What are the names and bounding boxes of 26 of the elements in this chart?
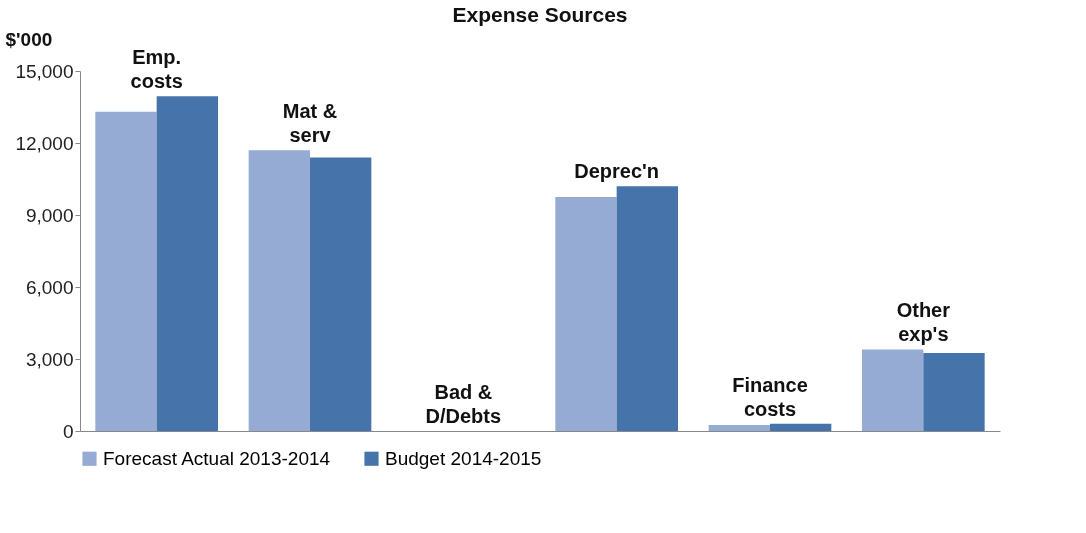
y-tick-label: 3,000: [25, 348, 74, 370]
legend-label: Forecast Actual 2013-2014: [103, 447, 331, 469]
y-tick-label: 0: [62, 420, 74, 442]
y-tick-label: 6,000: [25, 276, 74, 298]
category-label: Mat & serv: [282, 100, 338, 147]
category-label: Other exp's: [896, 299, 951, 346]
y-tick-label: 15,000: [15, 60, 74, 82]
category-label: Bad & D/Debts: [425, 381, 502, 427]
y-tick-label: 12,000: [15, 132, 74, 154]
bar: [923, 353, 985, 431]
bar: [862, 349, 924, 431]
category-label: Finance costs: [732, 373, 808, 420]
bar: [616, 186, 678, 431]
bar: [248, 150, 310, 431]
bar: [555, 197, 617, 431]
bar: [156, 96, 218, 431]
y-tick-label: 9,000: [25, 204, 74, 226]
category-label: Emp. costs: [130, 46, 183, 93]
x-tick-label: Deprec'n: [574, 160, 660, 183]
bar: [708, 425, 770, 431]
chart-title: Expense Sources: [452, 3, 628, 26]
bar: [770, 423, 832, 431]
bar: [310, 157, 372, 431]
y-axis-title: $'000: [5, 28, 53, 50]
legend-label: Budget 2014-2015: [385, 447, 542, 469]
bar: [95, 111, 157, 431]
